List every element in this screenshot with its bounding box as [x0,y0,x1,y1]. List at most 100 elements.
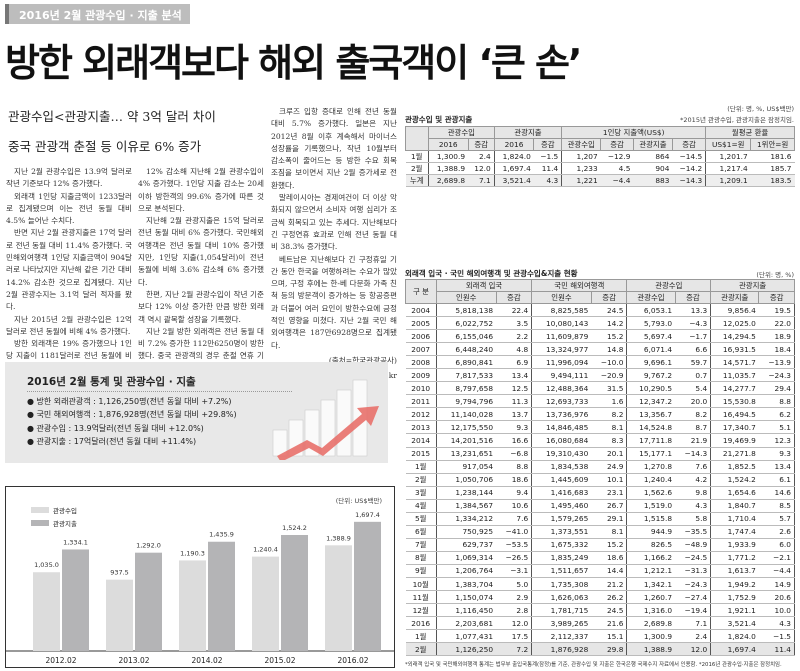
bullet-icon: ● [27,423,37,433]
table-cell: 24.5 [591,303,628,318]
bar-revenue [106,579,133,651]
row-label: 2009 [405,368,437,383]
table-cell: 2.6 [758,525,795,539]
table-cell: 11,035.7 [710,368,759,383]
tourism-history-table: 구 분 외래객 입국 국민 해외여행객 관광수입 관광지출 인원수 증감 인원수 증감 관광수입 증… [405,279,795,657]
table-row: 2004 5,818,138 22.4 8,825,585 24.5 6,053.1 13.… [405,303,795,318]
table-cell: 15.1 [591,629,628,644]
table-cell: 7.6 [675,460,712,474]
table-cell: 14.9 [758,577,795,592]
table-cell: −53.5 [496,538,533,552]
table-cell: 5.4 [675,381,712,396]
table-cell: 19,469.9 [710,433,759,448]
table-cell: 6,448,240 [436,342,497,357]
column-header: 2016 [493,138,535,151]
table-cell: 1,209.1 [705,174,751,187]
table-cell: 12.0 [468,162,495,175]
row-label: 2월 [405,162,429,175]
table-cell: 9,696.1 [626,355,676,370]
table-cell: 1,206,764 [436,564,497,578]
table-cell: 8.2 [675,407,712,422]
legend-item: 관광수입 [31,505,77,515]
table-cell: 2,689.8 [626,616,676,631]
table-cell: 1,524.2 [710,473,759,487]
table-cell: 11.4 [758,642,795,657]
table-cell: 1,207 [561,150,601,163]
row-label: 3월 [405,486,437,500]
table-row: 5월 1,334,212 7.6 1,579,265 29.1 1,515.8 5.8 1,7… [405,512,795,526]
article-paragraph: 외래객 1인당 지출금액이 1233달러로 집계됐으며 이는 전년 동월 대비 … [6,191,132,226]
infobox-title: 2016년 2월 통계 및 관광수입 · 지출 [27,376,196,388]
row-label: 11월 [405,590,437,605]
table-row: 1월 1,077,431 17.5 2,112,337 15.1 1,300.9 2.4 1,… [405,629,795,644]
table-cell: 6.6 [675,342,712,357]
bar-expenditure [354,521,381,651]
table-cell: 18.4 [758,342,795,357]
table-cell: 24.5 [591,603,628,618]
table-cell: 12.0 [496,616,533,631]
table-cell: 1,771.2 [710,551,759,565]
table-cell: −35.5 [675,525,712,539]
table2-footnote: *외래객 입국 및 국민해외여행객 통계는 법무부 출입국통계(잠정)를 기준,… [405,662,782,668]
table-cell: 18.6 [496,473,533,487]
infobox-item-text: 방한 외래관광객 : 1,126,250명(전년 동월 대비 +7.2%) [36,397,232,406]
table-cell: 1,752.9 [710,590,759,605]
table-cell: 1,933.9 [710,538,759,552]
x-tick-label: 2014.02 [191,656,222,665]
table-row: 6월 750,925 −41.0 1,373,551 8.1 944.9 −35.5 1,74… [405,525,795,539]
table-cell: 1,949.2 [710,577,759,592]
table-cell: 14,201,516 [436,433,497,448]
row-label: 5월 [405,512,437,526]
table-cell: 21.2 [591,577,628,592]
table-cell: 1,515.8 [626,512,676,526]
table-cell: 1,300.9 [428,150,469,163]
article-paragraph: 12% 감소해 지난해 2월 관광수입이 4% 증가했다. 1인당 지출 감소는… [138,167,264,213]
table-row: 7월 629,737 −53.5 1,675,332 15.2 826.5 −48.9 1,9… [405,538,795,552]
table-row: 누계 2,689.8 7.1 3,521.4 4.3 1,221 −4.4 883 −14.3 1… [405,174,795,187]
row-label: 8월 [405,551,437,565]
table-cell: 17.5 [496,629,533,644]
table-cell: 1,735,308 [531,577,592,592]
table1-note: *2015년 관광수입, 관광지출은 잠정치임. [680,116,794,124]
legend-item: 관광지출 [31,518,77,528]
table-cell: 1,626,063 [531,590,592,605]
infobox-item: ● 관광지출 : 17억달러(전년 동월 대비 +11.4%) [27,435,237,448]
table-cell: 2.4 [675,629,712,644]
bar-expenditure [208,541,235,651]
table-cell: 2.4 [468,150,495,163]
column-header: 관광수입 [626,291,676,304]
table-row: 2012 11,140,028 13.7 13,736,976 8.2 13,356.7 8… [405,407,795,422]
table-cell: 1,876,928 [531,642,592,657]
table-cell: 5.8 [675,512,712,526]
table-cell: 16.6 [496,433,533,448]
table-cell: 9,856.4 [710,303,759,318]
table-cell: 1,233 [561,162,601,175]
row-label: 7월 [405,538,437,552]
table-cell: 5,793.0 [626,316,676,331]
table-cell: 3,521.4 [710,616,759,631]
table-row: 12월 1,116,450 2.8 1,781,715 24.5 1,316.0 −19.4… [405,603,795,618]
table-cell: 20.0 [675,394,712,409]
table-cell: 31.5 [591,381,628,396]
table-cell: 185.7 [750,162,795,175]
table-cell: 6.0 [758,538,795,552]
row-label: 1월 [405,629,437,644]
table-cell: −20.9 [591,368,628,383]
table-cell: 14,524.8 [626,420,676,435]
data-label: 1,388.9 [326,534,351,542]
table-cell: 14.8 [591,342,628,357]
table-cell: 1,824.0 [710,629,759,644]
article-paragraph: 지난해 2월 관광지출은 15억 달러로 전년 동월 대비 6% 증가했다. 국… [138,216,264,287]
table-row: 11월 1,150,074 2.9 1,626,063 26.2 1,260.7 −27.4… [405,590,795,605]
bar-chart: (단위: US$백만) 관광수입 관광지출 1,035.0 1,334.1 2012… [5,486,395,668]
table-cell: 8,797,658 [436,381,497,396]
table-cell: 14.2 [591,316,628,331]
table-cell: 2,112,337 [531,629,592,644]
table-cell: 10,290.5 [626,381,676,396]
table-cell: −1.5 [533,150,563,163]
row-label: 9월 [405,564,437,578]
table-cell: 23.1 [591,486,628,500]
table-cell: 10.1 [591,473,628,487]
article-column-3: 크루즈 입항 증대로 인해 전년 동월 대비 5.7% 증가했다. 일본은 지난… [271,106,397,383]
table-cell: 10.0 [758,603,795,618]
